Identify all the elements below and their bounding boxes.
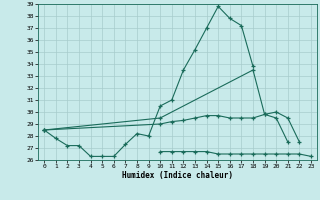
X-axis label: Humidex (Indice chaleur): Humidex (Indice chaleur)	[122, 171, 233, 180]
